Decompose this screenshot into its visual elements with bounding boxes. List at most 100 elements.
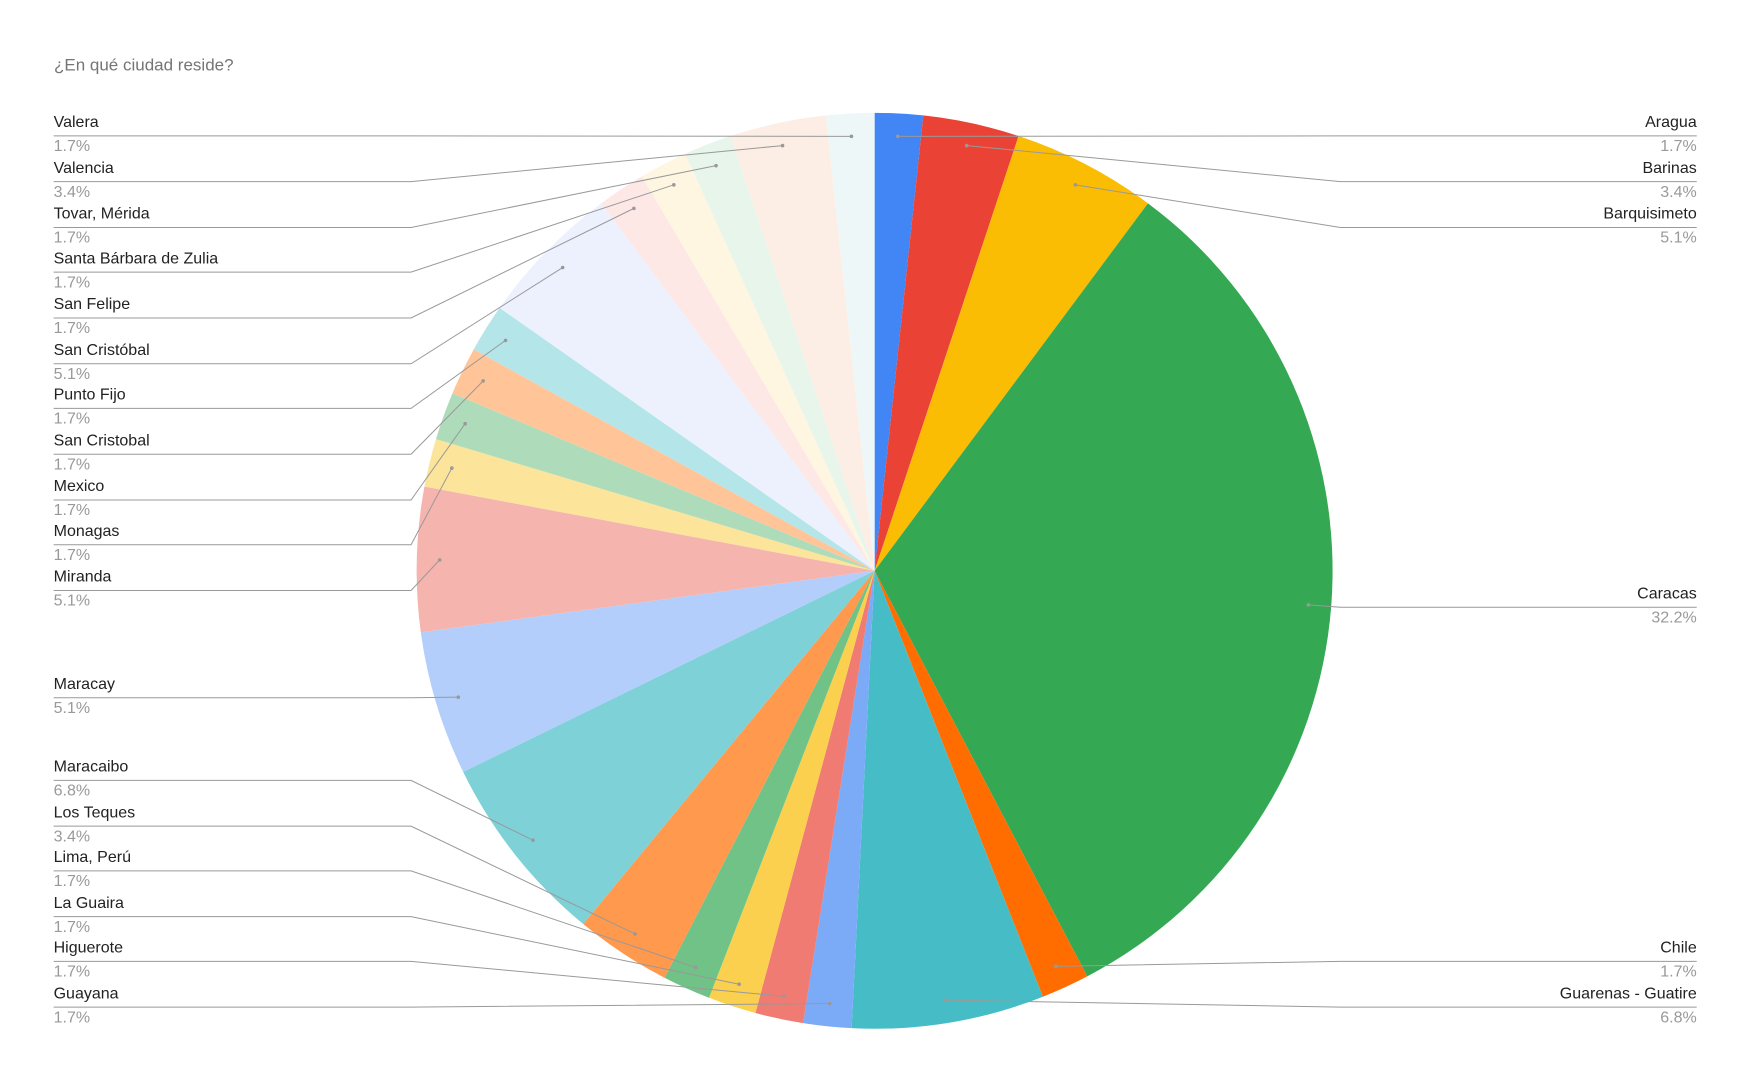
leader-dot	[456, 695, 461, 699]
leader-dot	[964, 143, 969, 148]
leader-dot	[633, 932, 637, 936]
slice-label: Mexico	[54, 478, 105, 495]
slice-label: Higuerote	[54, 940, 123, 957]
leader-dot	[780, 143, 785, 148]
slice-label: La Guaira	[54, 895, 124, 912]
slice-label: Valera	[54, 114, 99, 131]
leader-dot	[463, 421, 467, 426]
slice-value-label: 1.7%	[54, 456, 90, 473]
pie-slice	[424, 439, 875, 571]
slice-value-label: 1.7%	[54, 964, 90, 981]
pie-slice	[755, 570, 875, 1024]
slice-value-label: 1.7%	[54, 138, 90, 155]
pie-slice	[420, 570, 875, 772]
pie-slice	[803, 570, 875, 1029]
slice-value-label: 1.7%	[54, 873, 90, 890]
leader-line	[53, 207, 635, 319]
slice-label: San Cristobal	[54, 432, 150, 449]
pie-slice	[435, 393, 875, 571]
slice-value-label: 1.7%	[1660, 964, 1696, 981]
slice-value-label: 3.4%	[54, 828, 90, 845]
slice-label: Barinas	[1642, 160, 1696, 177]
leader-dot	[450, 466, 454, 470]
slice-label: San Felipe	[54, 296, 131, 313]
leader-line	[53, 267, 563, 365]
leader-line	[53, 960, 784, 997]
slice-label: Aragua	[1645, 114, 1697, 131]
pie-slice	[583, 570, 875, 978]
pie-slice	[874, 570, 1088, 997]
leader-line	[53, 1003, 830, 1008]
slice-value-label: 1.7%	[54, 274, 90, 291]
leader-line	[53, 339, 506, 409]
slice-label: Guayana	[54, 985, 119, 1002]
leader-dot	[849, 134, 854, 139]
leader-dot	[1053, 964, 1058, 969]
leader-line	[53, 559, 441, 591]
slice-label: Miranda	[54, 569, 112, 586]
leader-line	[945, 999, 1697, 1008]
slice-value-label: 1.7%	[54, 320, 90, 337]
leader-line	[53, 423, 466, 501]
slice-value-label: 3.4%	[1660, 184, 1696, 201]
leader-line	[53, 467, 453, 546]
leader-line	[53, 696, 459, 699]
slice-label: Los Teques	[54, 804, 136, 821]
slice-value-label: 1.7%	[54, 411, 90, 428]
leader-line	[1055, 960, 1697, 967]
slice-value-label: 1.7%	[1660, 138, 1696, 155]
slice-value-label: 5.1%	[1660, 230, 1696, 247]
slice-label: Tovar, Mérida	[54, 206, 150, 223]
leader-dot	[481, 379, 485, 383]
leader-dot	[503, 338, 508, 343]
pie-slice	[664, 570, 875, 998]
pie-slice	[416, 486, 875, 633]
leader-dot	[827, 1001, 832, 1006]
slice-value-label: 1.7%	[54, 1009, 90, 1026]
leader-line	[53, 145, 783, 183]
pie-slice	[499, 203, 875, 571]
slice-value-label: 1.7%	[54, 919, 90, 936]
slice-label: Chile	[1660, 940, 1697, 957]
leader-line	[966, 145, 1697, 183]
chart-title: ¿En qué ciudad reside?	[54, 55, 234, 74]
slice-value-label: 32.2%	[1651, 609, 1696, 626]
slice-value-label: 5.1%	[54, 593, 90, 610]
leader-dot	[560, 265, 565, 270]
slice-label: Monagas	[54, 523, 120, 540]
slice-label: Valencia	[54, 160, 114, 177]
slice-value-label: 3.4%	[54, 184, 90, 201]
slice-label: Punto Fijo	[54, 387, 126, 404]
leader-dot	[531, 838, 535, 843]
pie-slice	[685, 136, 875, 571]
slice-value-label: 1.7%	[54, 230, 90, 247]
slice-value-label: 6.8%	[54, 783, 90, 800]
slice-value-label: 1.7%	[54, 502, 90, 519]
leader-dot	[782, 994, 786, 999]
leader-line	[53, 916, 740, 985]
slice-label: Lima, Perú	[54, 849, 131, 866]
pie-slice	[463, 570, 875, 925]
pie-slice	[641, 153, 875, 571]
leader-dot	[1073, 183, 1078, 187]
leader-dot	[437, 558, 442, 562]
pie-slice	[874, 112, 924, 571]
leader-dot	[737, 982, 741, 987]
slice-value-label: 6.8%	[1660, 1009, 1696, 1026]
leader-dot	[672, 183, 676, 187]
leader-dot	[1306, 603, 1311, 607]
pie-slice	[851, 570, 1043, 1029]
leader-line	[53, 870, 697, 968]
leader-line	[1308, 604, 1697, 608]
leader-dot	[694, 965, 698, 970]
slice-label: San Cristóbal	[54, 342, 150, 359]
leader-dot	[895, 134, 900, 139]
slice-value-label: 5.1%	[54, 700, 90, 717]
pie-slice	[601, 176, 875, 571]
pie-slice	[709, 570, 875, 1013]
pie-slice	[874, 136, 1148, 571]
slice-value-label: 1.7%	[54, 547, 90, 564]
slice-label: Santa Bárbara de Zulia	[54, 250, 219, 267]
pie-slice	[825, 112, 875, 571]
leader-dot	[714, 163, 718, 168]
